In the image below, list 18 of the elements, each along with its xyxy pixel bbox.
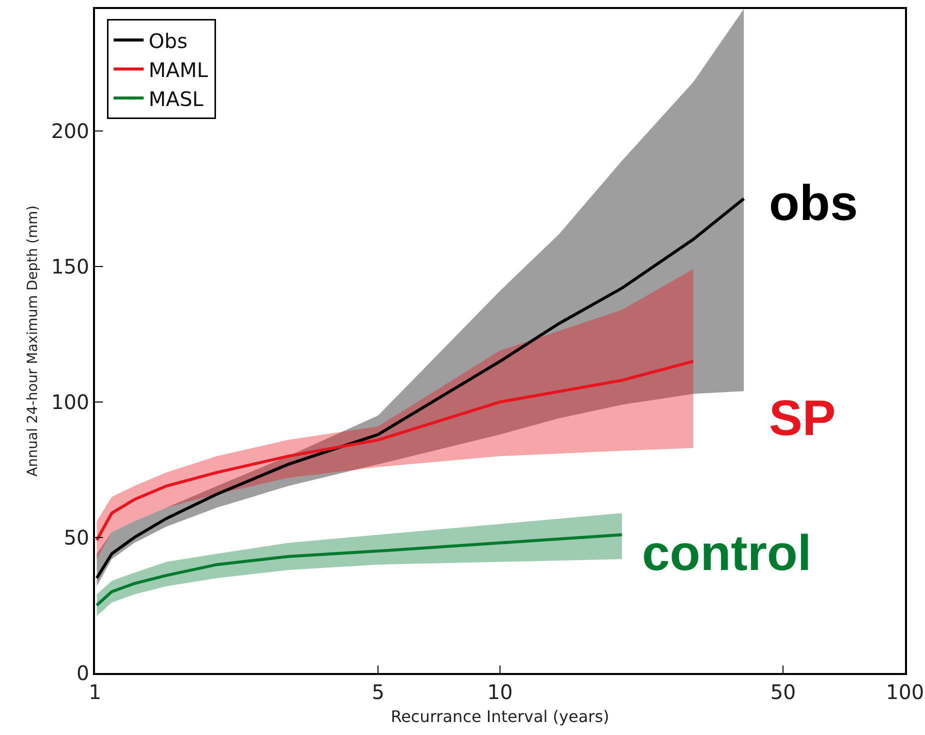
annotation: SP bbox=[769, 390, 836, 446]
x-tick-label: 100 bbox=[886, 680, 924, 704]
annotation: control bbox=[642, 525, 812, 581]
legend-label: MASL bbox=[148, 86, 204, 111]
y-tick-label: 50 bbox=[64, 525, 90, 550]
annotation: obs bbox=[769, 175, 858, 231]
y-tick-label: 100 bbox=[51, 390, 90, 414]
x-tick-label: 10 bbox=[487, 680, 513, 704]
y-tick-label: 0 bbox=[76, 661, 90, 685]
x-tick-label: 50 bbox=[770, 680, 796, 704]
x-tick-label: 5 bbox=[372, 680, 384, 704]
y-tick-label: 150 bbox=[51, 254, 90, 278]
y-tick-label: 200 bbox=[51, 118, 90, 143]
legend-label: Obs bbox=[148, 28, 188, 53]
y-axis-title: Annual 24-hour Maximum Depth (mm) bbox=[25, 205, 42, 477]
x-tick-label: 1 bbox=[88, 680, 102, 704]
legend-label: MAML bbox=[148, 58, 209, 82]
x-axis-title: Recurrance Interval (years) bbox=[390, 706, 610, 726]
